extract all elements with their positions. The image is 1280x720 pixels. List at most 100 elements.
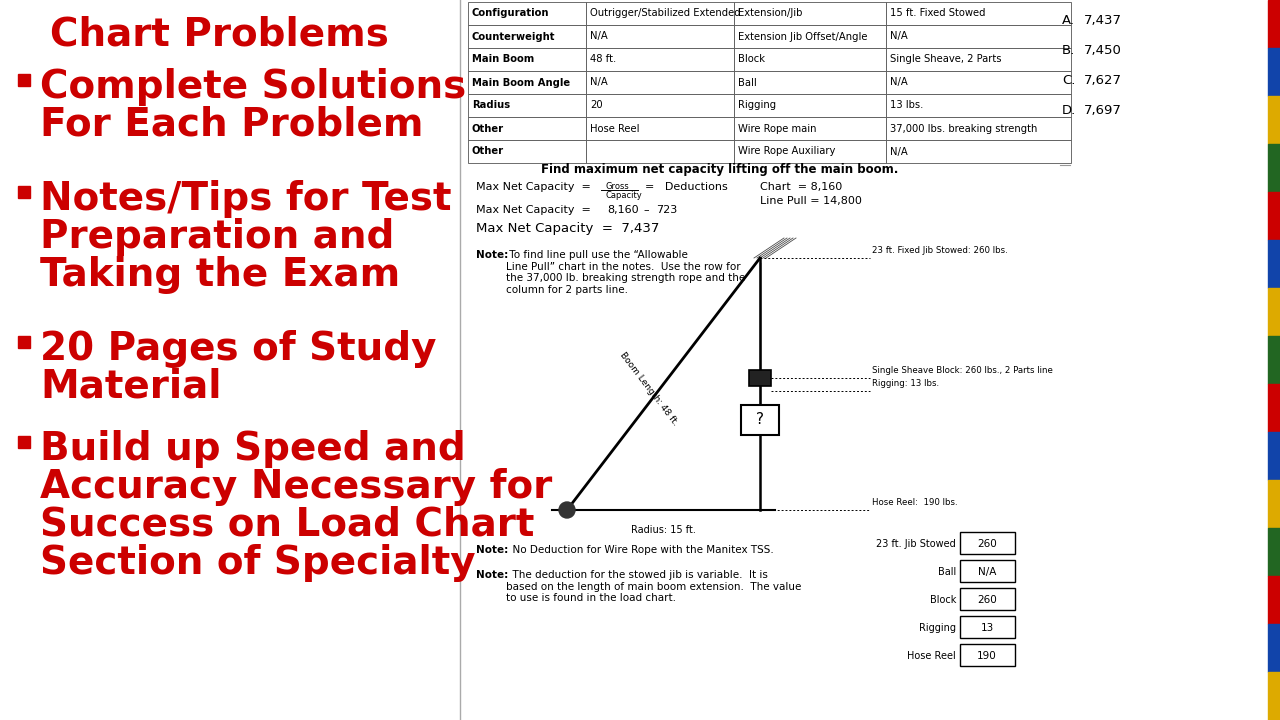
Bar bbox=[886, 94, 1071, 117]
Bar bbox=[1268, 576, 1280, 624]
Text: Main Boom Angle: Main Boom Angle bbox=[472, 78, 570, 88]
Bar bbox=[1268, 0, 1280, 48]
Text: 190: 190 bbox=[977, 651, 997, 661]
Text: Note:: Note: bbox=[476, 570, 508, 580]
Text: N/A: N/A bbox=[890, 146, 908, 156]
Bar bbox=[886, 2, 1071, 25]
Bar bbox=[886, 48, 1071, 71]
Circle shape bbox=[559, 502, 575, 518]
Text: Note:: Note: bbox=[476, 250, 508, 260]
Text: Boom Length: 48 ft.: Boom Length: 48 ft. bbox=[618, 351, 680, 428]
Text: Ball: Ball bbox=[739, 78, 756, 88]
Bar bbox=[733, 140, 886, 163]
Text: Counterweight: Counterweight bbox=[472, 32, 556, 42]
Text: 7,437: 7,437 bbox=[1084, 14, 1123, 27]
Bar bbox=[1268, 240, 1280, 288]
Text: Block: Block bbox=[929, 595, 956, 605]
Text: Single Sheave Block: 260 lbs., 2 Parts line: Single Sheave Block: 260 lbs., 2 Parts l… bbox=[872, 366, 1053, 375]
Text: Preparation and: Preparation and bbox=[40, 218, 394, 256]
Text: Find maximum net capacity lifting off the main boom.: Find maximum net capacity lifting off th… bbox=[541, 163, 899, 176]
Text: Ball: Ball bbox=[938, 567, 956, 577]
Bar bbox=[733, 25, 886, 48]
Bar bbox=[1268, 528, 1280, 576]
Text: Chart Problems: Chart Problems bbox=[50, 15, 389, 53]
Text: 13 lbs.: 13 lbs. bbox=[890, 101, 923, 110]
Text: To find line pull use the “Allowable
Line Pull” chart in the notes.  Use the row: To find line pull use the “Allowable Lin… bbox=[506, 250, 745, 294]
Bar bbox=[468, 25, 586, 48]
Text: For Each Problem: For Each Problem bbox=[40, 106, 424, 144]
Text: Material: Material bbox=[40, 368, 221, 406]
Text: B.: B. bbox=[1062, 44, 1075, 57]
Text: 7,697: 7,697 bbox=[1084, 104, 1121, 117]
Text: No Deduction for Wire Rope with the Manitex TSS.: No Deduction for Wire Rope with the Mani… bbox=[506, 545, 773, 555]
Text: Chart  = 8,160: Chart = 8,160 bbox=[760, 182, 842, 192]
Text: 20: 20 bbox=[590, 101, 603, 110]
Bar bbox=[960, 644, 1015, 666]
Bar bbox=[586, 48, 733, 71]
Text: 37,000 lbs. breaking strength: 37,000 lbs. breaking strength bbox=[890, 124, 1037, 133]
Text: Max Net Capacity  =: Max Net Capacity = bbox=[476, 182, 591, 192]
Bar bbox=[733, 71, 886, 94]
Text: N/A: N/A bbox=[890, 78, 908, 88]
Bar bbox=[960, 560, 1015, 582]
Text: Build up Speed and: Build up Speed and bbox=[40, 430, 466, 468]
Text: Section of Specialty: Section of Specialty bbox=[40, 544, 476, 582]
Text: Single Sheave, 2 Parts: Single Sheave, 2 Parts bbox=[890, 55, 1001, 65]
Text: =   Deductions: = Deductions bbox=[645, 182, 728, 192]
Text: 7,450: 7,450 bbox=[1084, 44, 1121, 57]
Bar bbox=[886, 140, 1071, 163]
Bar bbox=[1268, 144, 1280, 192]
Text: Main Boom: Main Boom bbox=[472, 55, 534, 65]
Bar bbox=[468, 71, 586, 94]
Bar bbox=[586, 71, 733, 94]
Bar bbox=[468, 2, 586, 25]
Bar bbox=[18, 436, 29, 448]
Bar bbox=[468, 140, 586, 163]
Text: Extension/Jib: Extension/Jib bbox=[739, 9, 803, 19]
Bar bbox=[468, 48, 586, 71]
Text: 23 ft. Jib Stowed: 23 ft. Jib Stowed bbox=[877, 539, 956, 549]
Text: Extension Jib Offset/Angle: Extension Jib Offset/Angle bbox=[739, 32, 868, 42]
Text: Max Net Capacity  =: Max Net Capacity = bbox=[476, 205, 591, 215]
Text: 8,160: 8,160 bbox=[607, 205, 639, 215]
Text: Rigging: 13 lbs.: Rigging: 13 lbs. bbox=[872, 379, 940, 388]
Text: 260: 260 bbox=[977, 595, 997, 605]
Bar bbox=[586, 25, 733, 48]
Bar bbox=[1268, 336, 1280, 384]
Text: Complete Solutions: Complete Solutions bbox=[40, 68, 466, 106]
Bar bbox=[960, 588, 1015, 610]
Text: Block: Block bbox=[739, 55, 765, 65]
Text: 7,627: 7,627 bbox=[1084, 74, 1123, 87]
Text: Gross: Gross bbox=[605, 182, 628, 191]
Bar bbox=[586, 94, 733, 117]
Text: Hose Reel: Hose Reel bbox=[590, 124, 640, 133]
Text: 23 ft. Fixed Jib Stowed: 260 lbs.: 23 ft. Fixed Jib Stowed: 260 lbs. bbox=[872, 246, 1007, 255]
Text: Note:: Note: bbox=[476, 545, 508, 555]
Bar bbox=[586, 117, 733, 140]
Bar bbox=[1268, 480, 1280, 528]
Text: Radius: 15 ft.: Radius: 15 ft. bbox=[631, 525, 695, 535]
Bar bbox=[886, 71, 1071, 94]
Text: Taking the Exam: Taking the Exam bbox=[40, 256, 401, 294]
Text: Success on Load Chart: Success on Load Chart bbox=[40, 506, 534, 544]
Text: ?: ? bbox=[756, 413, 764, 428]
Text: Outrigger/Stabilized Extended: Outrigger/Stabilized Extended bbox=[590, 9, 741, 19]
Text: 15 ft. Fixed Stowed: 15 ft. Fixed Stowed bbox=[890, 9, 986, 19]
Text: 723: 723 bbox=[657, 205, 677, 215]
Text: N/A: N/A bbox=[590, 78, 608, 88]
Text: N/A: N/A bbox=[890, 32, 908, 42]
Bar bbox=[886, 25, 1071, 48]
Bar bbox=[1268, 432, 1280, 480]
Bar bbox=[468, 94, 586, 117]
Text: Accuracy Necessary for: Accuracy Necessary for bbox=[40, 468, 552, 506]
Bar bbox=[586, 140, 733, 163]
Bar bbox=[960, 532, 1015, 554]
Text: The deduction for the stowed jib is variable.  It is
based on the length of main: The deduction for the stowed jib is vari… bbox=[506, 570, 801, 603]
Text: Rigging: Rigging bbox=[919, 623, 956, 633]
Text: Configuration: Configuration bbox=[472, 9, 549, 19]
Bar bbox=[468, 117, 586, 140]
Text: Capacity: Capacity bbox=[605, 191, 641, 200]
Text: Max Net Capacity  =  7,437: Max Net Capacity = 7,437 bbox=[476, 222, 659, 235]
Bar bbox=[741, 405, 780, 435]
Text: 48 ft.: 48 ft. bbox=[590, 55, 616, 65]
